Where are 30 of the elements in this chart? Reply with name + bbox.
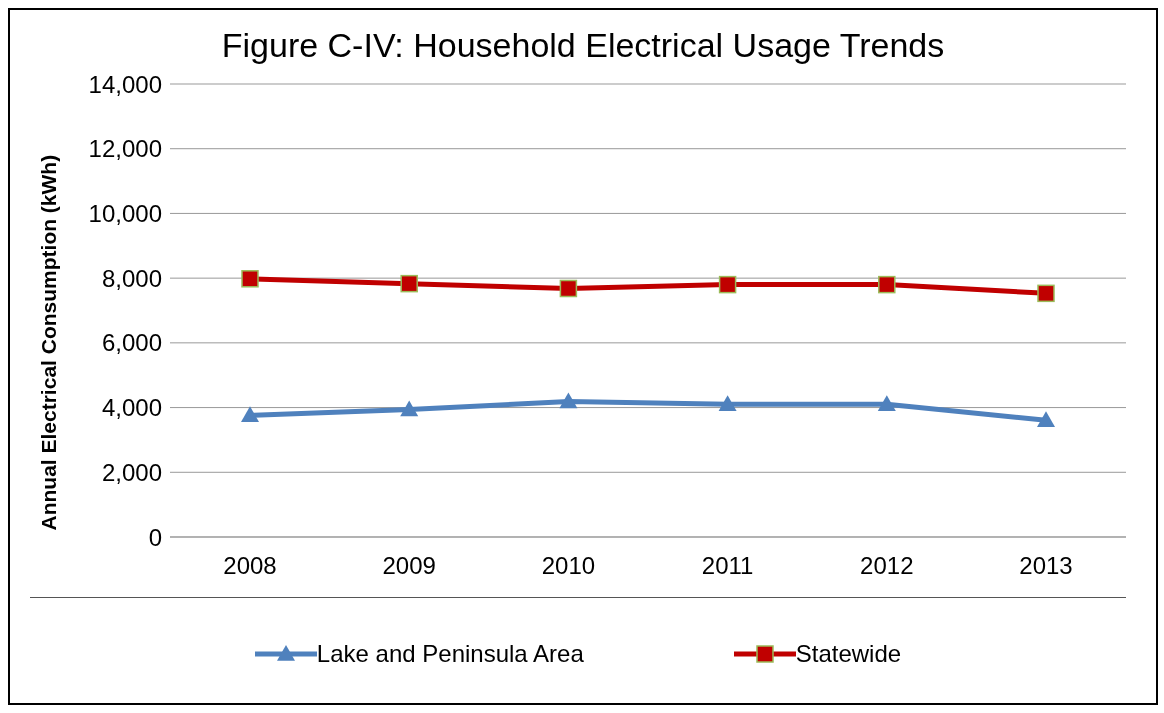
- x-tick-label: 2013: [1019, 552, 1073, 580]
- x-tick-label: 2010: [541, 552, 596, 580]
- legend-label: Statewide: [795, 640, 902, 668]
- legend-label: Lake and Peninsula Area: [316, 640, 584, 668]
- y-tick-label: 12,000: [88, 135, 162, 163]
- point: [241, 406, 259, 423]
- point: [559, 279, 578, 298]
- y-tick-label: 10,000: [88, 199, 162, 227]
- y-axis-title: Annual Electrical Consumption (kWh): [37, 154, 61, 531]
- point: [878, 275, 896, 294]
- x-tick-label: 2012: [860, 552, 914, 580]
- y-tick-label: 0: [148, 523, 162, 551]
- point: [241, 270, 259, 288]
- point: [718, 275, 737, 294]
- x-tick-label: 2009: [382, 552, 436, 580]
- y-tick-label: 4,000: [101, 394, 162, 422]
- x-tick-label: 2011: [701, 552, 754, 580]
- y-tick-label: 2,000: [101, 458, 162, 486]
- point: [1037, 411, 1055, 427]
- point: [877, 395, 896, 412]
- y-tick-label: 6,000: [101, 329, 162, 357]
- point: [559, 392, 578, 409]
- chart-title: Figure C-IV: Household Electrical Usage Trends: [220, 26, 946, 66]
- point: [400, 400, 419, 417]
- point: [400, 274, 418, 293]
- y-tick-label: 14,000: [88, 70, 162, 98]
- point: [718, 395, 737, 412]
- x-tick-label: 2008: [223, 552, 277, 580]
- point: [1037, 284, 1055, 303]
- y-tick-label: 8,000: [101, 264, 162, 292]
